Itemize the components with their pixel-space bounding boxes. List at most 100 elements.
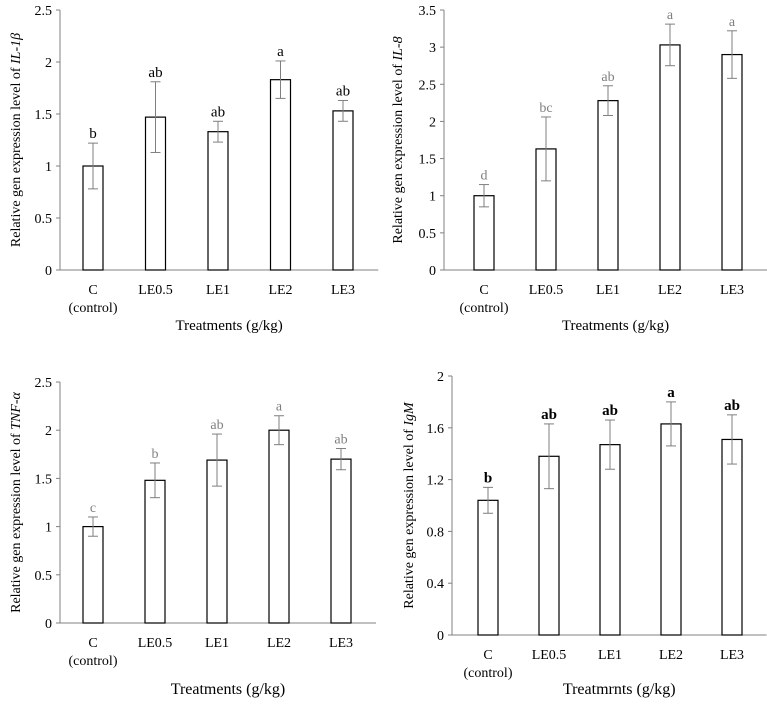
y-tick-label: 0.4 bbox=[427, 577, 445, 592]
y-axis-title-gene: IL-8 bbox=[391, 36, 406, 61]
y-tick-label: 1 bbox=[45, 160, 52, 175]
bar-le2 bbox=[269, 79, 292, 271]
y-axis-title-gene: IL-1β bbox=[9, 33, 24, 65]
x-tick-label: LE0.5 bbox=[529, 283, 564, 298]
significance-letter: b bbox=[484, 470, 492, 486]
bar-le3 bbox=[721, 53, 743, 271]
y-axis-title: Relative gen expression level of IL-1β bbox=[9, 33, 24, 247]
y-axis-title: Relative gen expression level of TNF-α bbox=[9, 391, 24, 612]
significance-letter: b bbox=[89, 126, 97, 142]
y-tick-label: 1 bbox=[429, 190, 436, 205]
y-tick-label: 3 bbox=[429, 41, 436, 56]
significance-letter: b bbox=[152, 447, 159, 462]
y-tick-label: 0.8 bbox=[427, 525, 445, 540]
chart-panel-4: 0 0.4 0.8 1.2 1.6 2 b C (control) ab LE0.5 ab LE1 a LE… bbox=[402, 370, 767, 698]
x-axis-title: Treatments (g/kg) bbox=[562, 318, 669, 334]
x-tick-sublabel: (control) bbox=[69, 301, 118, 316]
bar-c bbox=[477, 499, 499, 636]
significance-letter: ab bbox=[334, 433, 347, 448]
y-tick-label: 3.5 bbox=[419, 4, 437, 19]
y-tick-label: 2 bbox=[45, 424, 52, 439]
bar-le2 bbox=[659, 44, 681, 271]
chart-panel-2: 0 0.5 1 1.5 2 2.5 3 3.5 d C (control) bc LE0.5 ab LE1 a… bbox=[391, 4, 767, 334]
x-tick-label: LE1 bbox=[205, 636, 229, 651]
y-tick-label: 2.5 bbox=[419, 78, 437, 93]
y-axis-title-gene: IgM bbox=[402, 401, 417, 427]
bar-le05 bbox=[144, 479, 166, 624]
bar-le1 bbox=[597, 100, 619, 271]
x-tick-label: LE3 bbox=[720, 648, 744, 663]
significance-letter: ab bbox=[336, 83, 350, 99]
significance-letter: a bbox=[667, 8, 674, 23]
y-tick-label: 2 bbox=[429, 115, 436, 130]
y-tick-label: 1.2 bbox=[427, 474, 445, 489]
y-axis-title: Relative gen expression level of IL-8 bbox=[391, 36, 406, 243]
y-tick-label: 0 bbox=[429, 264, 436, 279]
x-tick-label: LE0.5 bbox=[138, 283, 173, 298]
significance-letter: ab bbox=[148, 65, 162, 81]
significance-letter: ab bbox=[210, 418, 223, 433]
significance-letter: ab bbox=[541, 407, 557, 423]
significance-letter: bc bbox=[539, 101, 552, 116]
significance-letter: ab bbox=[724, 398, 740, 414]
x-tick-label: LE2 bbox=[267, 636, 291, 651]
x-tick-label: LE2 bbox=[659, 648, 683, 663]
y-axis-title-prefix: Relative gen expression level of bbox=[402, 426, 417, 609]
x-tick-label: LE3 bbox=[329, 636, 353, 651]
x-tick-sublabel: (control) bbox=[460, 301, 509, 316]
chart-panel-1: 0 0.5 1 1.5 2 2.5 b C (control) ab LE0.5 ab LE1 a LE2 a… bbox=[9, 4, 379, 334]
significance-letter: a bbox=[276, 400, 283, 415]
x-tick-label: LE1 bbox=[206, 283, 230, 298]
x-axis-title: Treatments (g/kg) bbox=[175, 318, 282, 334]
significance-letter: ab bbox=[211, 104, 225, 120]
bar-le2 bbox=[268, 429, 290, 624]
x-tick-label: C bbox=[483, 648, 492, 663]
y-tick-label: 0 bbox=[45, 264, 52, 279]
x-axis-title: Treatments (g/kg) bbox=[171, 681, 286, 698]
x-tick-label: LE0.5 bbox=[138, 636, 173, 651]
y-axis-title: Relative gen expression level of IgM bbox=[402, 401, 417, 609]
y-tick-label: 1.6 bbox=[427, 422, 445, 437]
x-tick-label: C bbox=[88, 636, 97, 651]
significance-letter: ab bbox=[601, 70, 614, 85]
bar-le3 bbox=[721, 438, 743, 636]
y-tick-label: 0 bbox=[45, 617, 52, 632]
significance-letter: a bbox=[667, 385, 675, 401]
significance-letter: a bbox=[729, 15, 736, 30]
y-axis-title-prefix: Relative gen expression level of bbox=[9, 430, 24, 613]
bar-le3 bbox=[330, 458, 352, 624]
y-tick-label: 0.5 bbox=[419, 227, 437, 242]
bar-le1 bbox=[207, 131, 229, 271]
significance-letter: ab bbox=[602, 403, 618, 419]
y-tick-label: 2.5 bbox=[35, 376, 53, 391]
significance-letter: a bbox=[277, 44, 284, 60]
bar-c bbox=[82, 525, 104, 624]
y-axis-title-prefix: Relative gen expression level of bbox=[9, 64, 24, 247]
y-tick-label: 2 bbox=[45, 56, 52, 71]
y-tick-label: 1.5 bbox=[35, 472, 53, 487]
x-tick-label: LE0.5 bbox=[532, 648, 567, 663]
significance-letter: d bbox=[481, 169, 488, 184]
x-tick-label: C bbox=[88, 283, 97, 298]
x-tick-label: LE3 bbox=[331, 283, 355, 298]
y-tick-label: 0.5 bbox=[35, 569, 53, 584]
chart-panel-3: 0 0.5 1 1.5 2 2.5 c C (control) b LE0.5 ab LE1 a LE2 ab… bbox=[9, 376, 376, 698]
significance-letter: c bbox=[90, 501, 96, 516]
x-tick-sublabel: (control) bbox=[464, 666, 513, 681]
x-axis-title: Treatmrnts (g/kg) bbox=[563, 681, 676, 698]
bar-le1 bbox=[599, 444, 621, 636]
y-tick-label: 1 bbox=[45, 521, 52, 536]
x-tick-sublabel: (control) bbox=[69, 654, 118, 669]
y-tick-label: 2 bbox=[437, 370, 444, 385]
y-axis-title-gene: TNF-α bbox=[9, 391, 24, 429]
bar-le3 bbox=[332, 110, 354, 271]
y-tick-label: 0.5 bbox=[35, 212, 53, 227]
y-tick-label: 1.5 bbox=[35, 108, 53, 123]
x-tick-label: LE1 bbox=[596, 283, 620, 298]
y-tick-label: 0 bbox=[437, 629, 444, 644]
x-tick-label: LE3 bbox=[720, 283, 744, 298]
x-tick-label: C bbox=[479, 283, 488, 298]
x-tick-label: LE2 bbox=[658, 283, 682, 298]
